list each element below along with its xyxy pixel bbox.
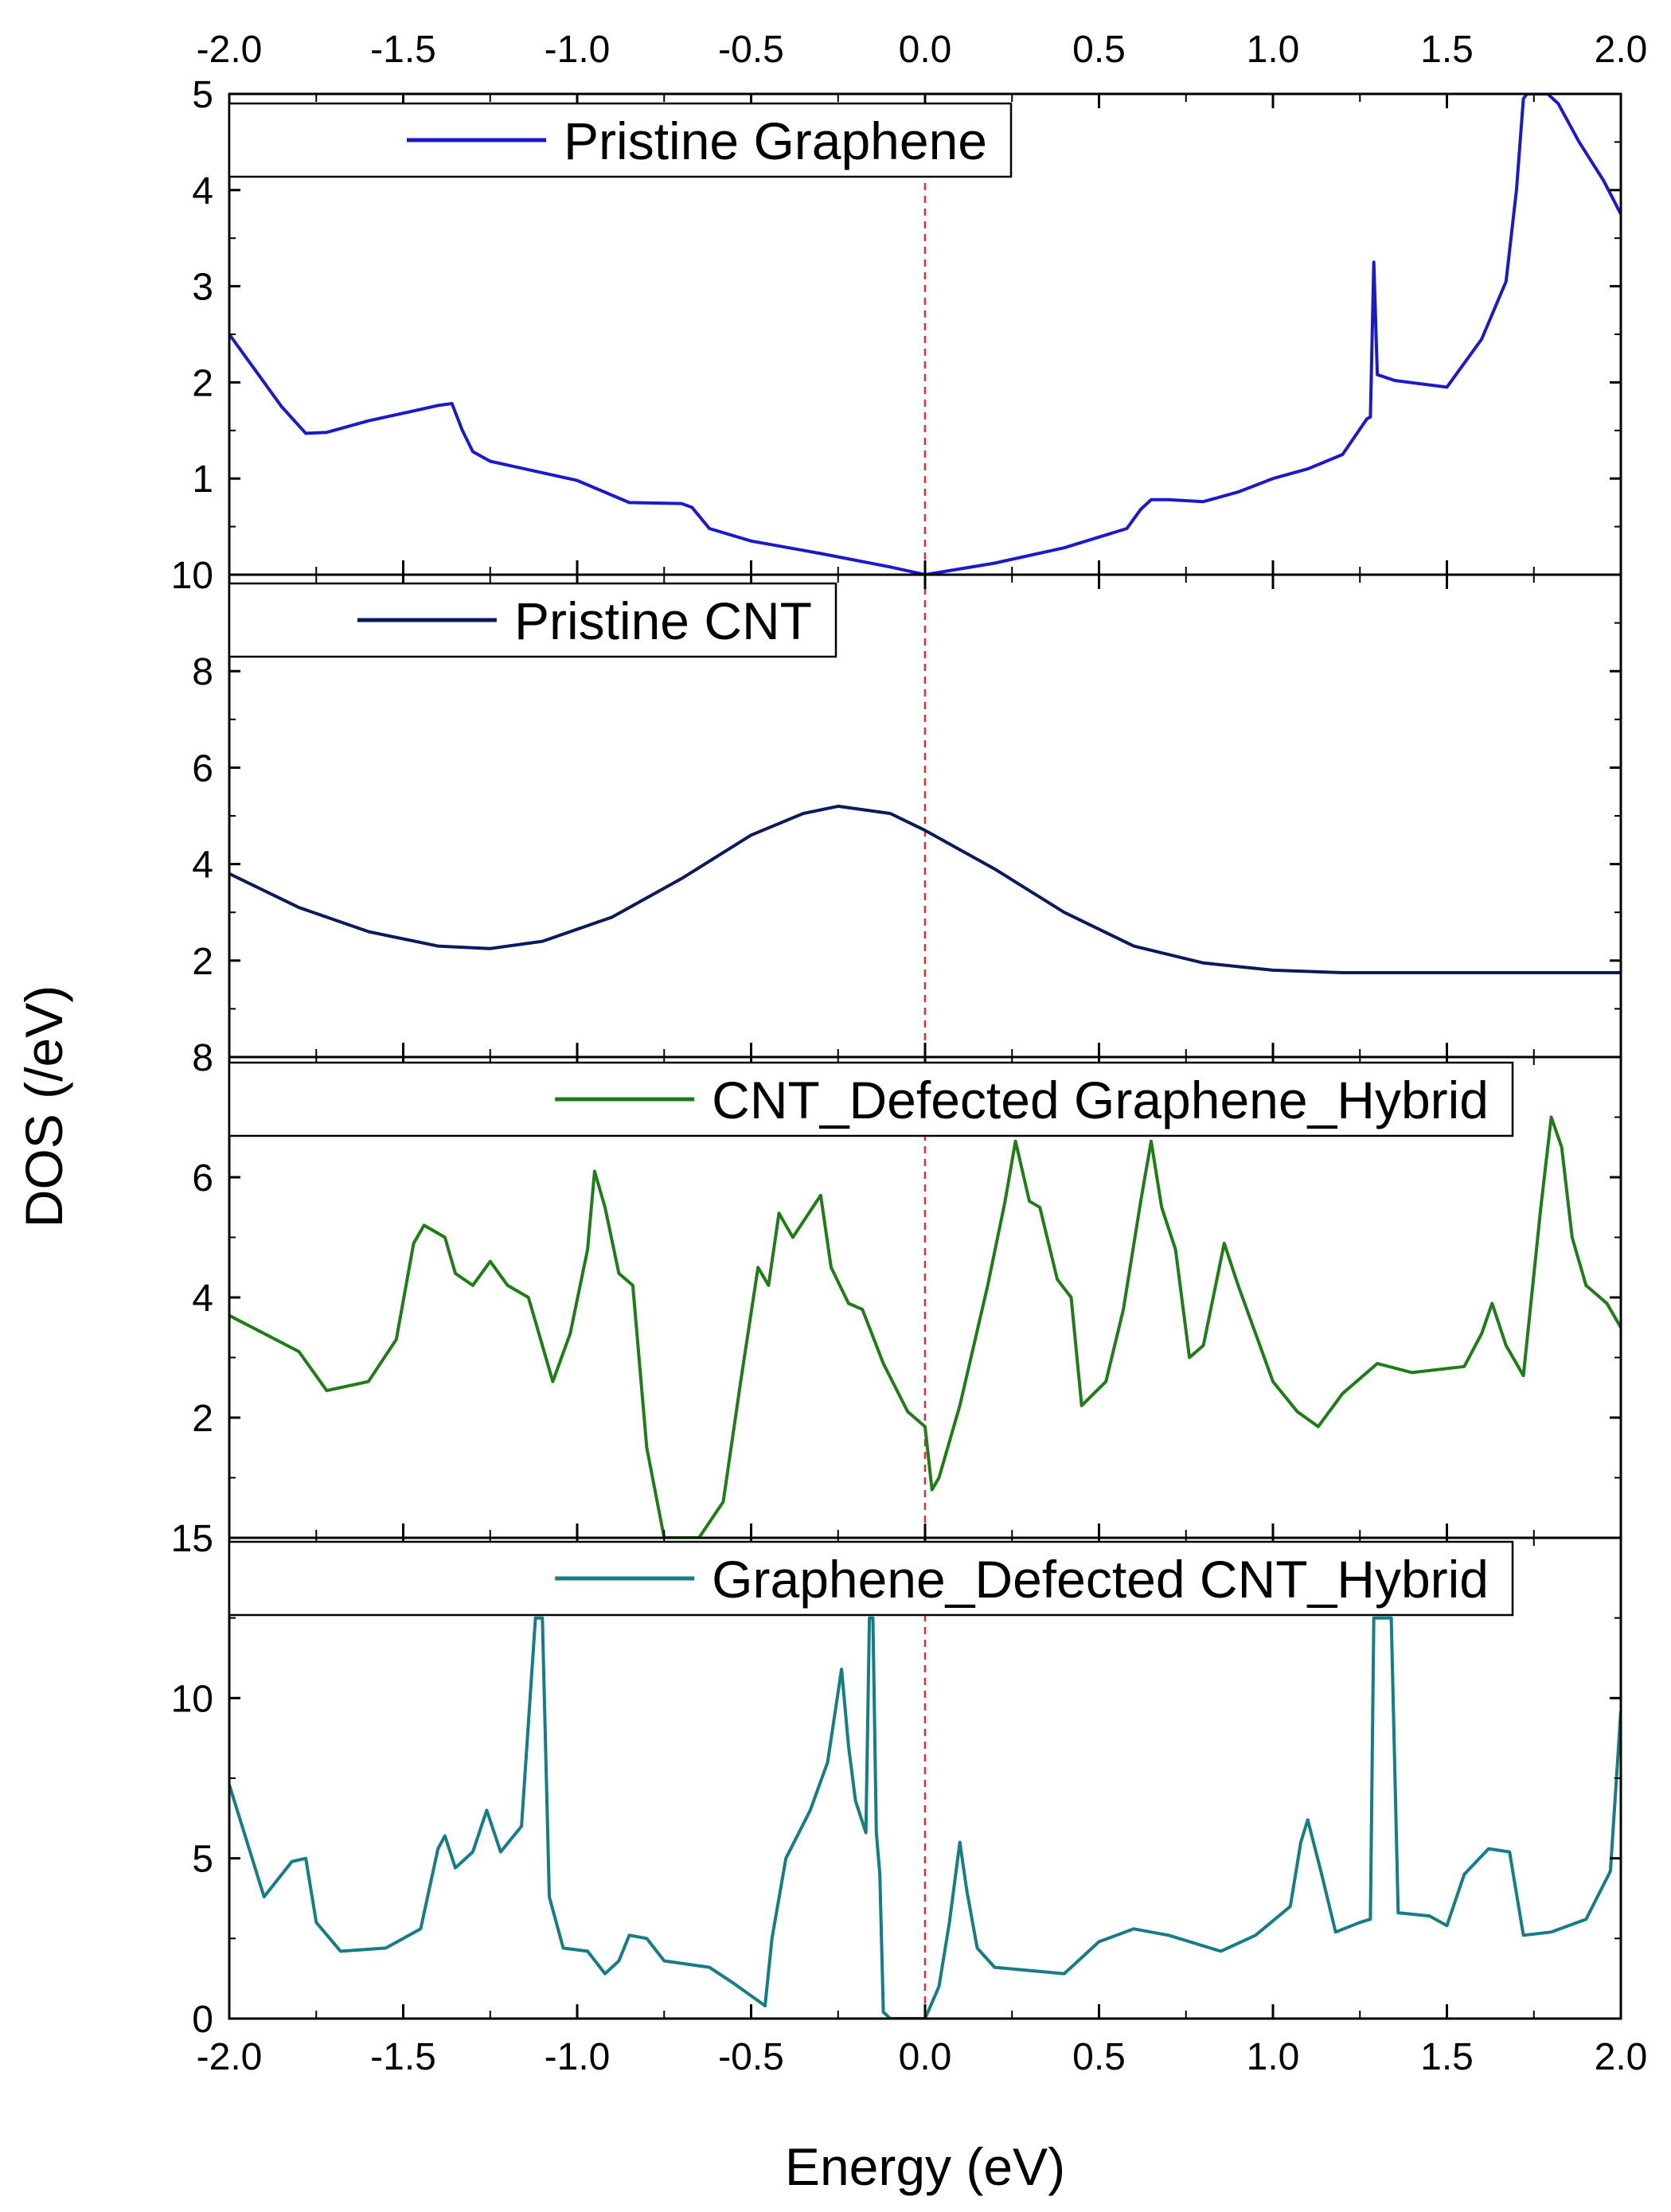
x-tick-label-bottom: 1.5: [1420, 2036, 1474, 2078]
x-tick-label-top: 0.0: [899, 29, 952, 71]
legend-label: Graphene_Defected CNT_Hybrid: [712, 1550, 1489, 1609]
x-tick-label-top: -2.0: [197, 29, 263, 71]
x-tick-label-top: 0.5: [1072, 29, 1126, 71]
dos-curves: [229, 94, 1621, 2019]
x-tick-label-bottom: -1.5: [370, 2036, 436, 2078]
legend-label: Pristine CNT: [514, 591, 812, 650]
x-axis-title: Energy (eV): [785, 2137, 1065, 2196]
x-tick-label-bottom: -2.0: [197, 2036, 263, 2078]
legend-box: [228, 1540, 1514, 1617]
y-tick-label: 10: [171, 555, 213, 597]
y-axis-title: DOS (/eV): [14, 985, 73, 1227]
y-tick-label: 10: [171, 1678, 213, 1720]
y-tick-label: 8: [192, 651, 213, 693]
y-tick-label: 6: [192, 1157, 213, 1200]
axis-ticks: [228, 92, 1622, 2020]
legend-box: [228, 102, 1013, 178]
dos-curve-cnt-defected-graphene-hybrid: [229, 1115, 1621, 1538]
dos-curve-pristine-graphene: [229, 94, 1621, 575]
dos-curve-pristine-cnt: [229, 804, 1621, 974]
y-tick-label: 15: [171, 1518, 213, 1560]
tick-labels: 1 2 3 4 5 2 4 6 8 10 2 4 6 8 0 5 10 15 -2.0 -2.0 -1.5 -1.5 -1.…: [171, 29, 1648, 2078]
x-tick-label-top: 2.0: [1595, 29, 1648, 71]
y-tick-label: 6: [192, 747, 213, 790]
y-tick-label: 8: [192, 1037, 213, 1079]
x-tick-label-top: 1.0: [1247, 29, 1300, 71]
x-tick-label-top: -0.5: [718, 29, 784, 71]
y-tick-label: 2: [192, 941, 213, 983]
x-tick-label-bottom: 2.0: [1595, 2036, 1648, 2078]
y-tick-label: 2: [192, 362, 213, 404]
x-tick-label-bottom: -1.0: [545, 2036, 611, 2078]
legend-box: [228, 1061, 1514, 1137]
x-tick-label-bottom: 0.0: [899, 2036, 952, 2078]
dos-curve-graphene-defected-cnt-hybrid: [229, 1616, 1621, 2019]
y-tick-label: 3: [192, 267, 213, 309]
x-tick-label-bottom: 1.0: [1247, 2036, 1300, 2078]
legend-label: Pristine Graphene: [564, 111, 987, 170]
x-tick-label-bottom: 0.5: [1072, 2036, 1126, 2078]
y-tick-label: 1: [192, 458, 213, 501]
y-tick-label: 2: [192, 1398, 213, 1440]
y-tick-label: 0: [192, 1999, 213, 2041]
legends: Pristine Graphene Pristine CNT CNT_Defecte…: [228, 102, 1514, 1617]
legend-label: CNT_Defected Graphene_Hybrid: [712, 1071, 1489, 1129]
y-tick-label: 4: [192, 170, 213, 213]
legend-box: [228, 582, 837, 658]
x-tick-label-top: -1.0: [545, 29, 611, 71]
y-tick-label: 4: [192, 1278, 213, 1320]
y-tick-label: 5: [192, 74, 213, 116]
y-tick-label: 5: [192, 1839, 213, 1881]
y-tick-label: 4: [192, 845, 213, 887]
x-tick-label-top: 1.5: [1420, 29, 1474, 71]
x-tick-label-bottom: -0.5: [718, 2036, 784, 2078]
x-tick-label-top: -1.5: [370, 29, 436, 71]
